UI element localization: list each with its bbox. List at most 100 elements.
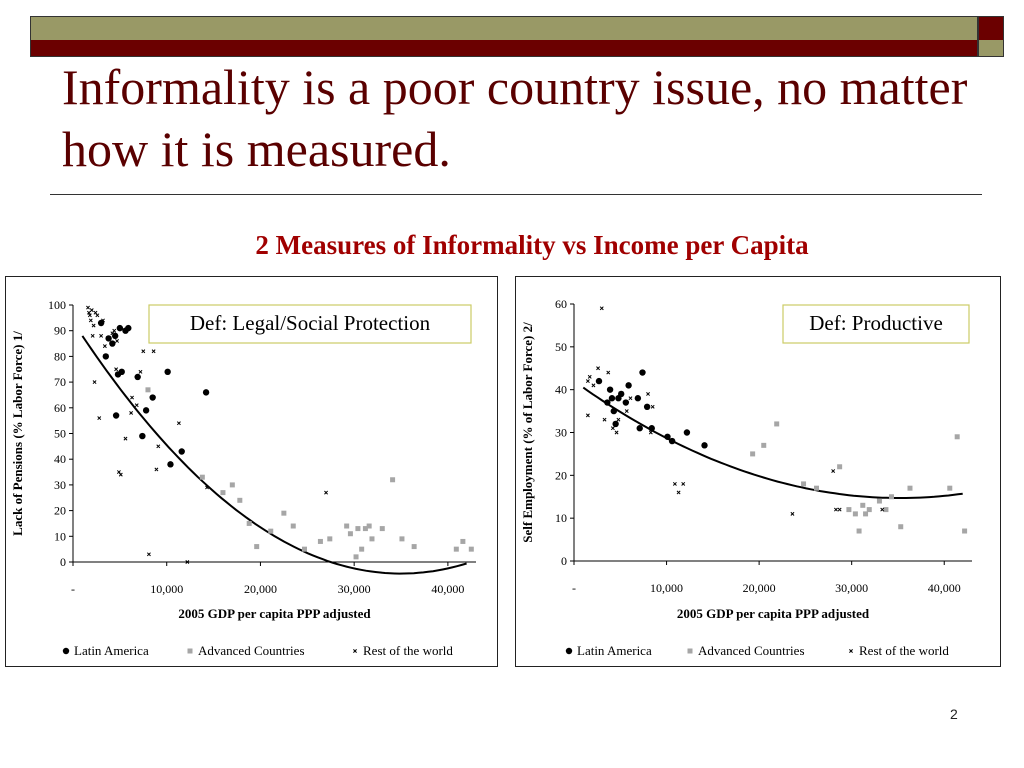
x-marker-stroke: [91, 323, 96, 328]
x-marker-stroke: [610, 426, 615, 431]
y-tick-label: 40: [555, 383, 567, 397]
x-marker-stroke: [837, 507, 842, 512]
x-marker-stroke: [112, 328, 117, 333]
point-latin-america: [625, 382, 632, 389]
x-axis-label: 2005 GDP per capita PPP adjusted: [178, 606, 371, 621]
x-marker-stroke: [138, 369, 143, 374]
y-tick-label: 0: [561, 554, 567, 568]
point-advanced-countries: [947, 485, 953, 491]
y-tick-label: 60: [54, 401, 66, 415]
point-latin-america: [134, 373, 141, 381]
point-advanced-countries: [362, 526, 368, 532]
chart-pensions: 0 10 20 30 40 50 60 70 80 90 100 - 10,000 20,000 30,00…: [10, 298, 476, 658]
point-rest-of-the-world: [87, 313, 92, 318]
point-latin-america: [668, 437, 676, 445]
x-marker-stroke: [90, 333, 95, 338]
x-marker-stroke: [624, 409, 629, 414]
point-rest-of-the-world: [151, 349, 156, 354]
y-tick-label: 50: [555, 340, 567, 354]
definition-box: [148, 304, 472, 344]
point-rest-of-the-world: [114, 367, 119, 372]
legend-marker: [565, 647, 573, 655]
x-marker-stroke: [97, 416, 102, 421]
x-marker-stroke: [831, 469, 836, 474]
point-advanced-countries: [353, 554, 359, 560]
header-square-maroon: [978, 16, 1004, 42]
legend-marker: [849, 649, 853, 653]
x-marker-stroke: [86, 305, 90, 310]
legend-label: Advanced Countries: [198, 643, 305, 658]
point-advanced-countries: [888, 494, 894, 500]
x-marker-stroke: [606, 370, 611, 375]
x-marker-stroke: [585, 413, 590, 418]
point-advanced-countries: [898, 524, 904, 530]
definition-box: [782, 304, 970, 344]
x-marker-stroke: [676, 490, 681, 495]
x-tick-label: 20,000: [743, 581, 776, 595]
x-tick-label: 10,000: [650, 581, 683, 595]
point-rest-of-the-world: [95, 313, 100, 318]
x-marker-stroke: [185, 560, 190, 564]
chart-self-employment: 0 10 20 30 40 50 60 - 10,000 20,000 30,000 40,000 20…: [520, 297, 972, 658]
point-advanced-countries: [145, 387, 151, 393]
x-tick-label: -: [71, 582, 75, 596]
point-rest-of-the-world: [146, 552, 151, 557]
y-tick-label: 10: [54, 529, 66, 543]
x-marker-stroke: [176, 421, 181, 426]
point-latin-america: [610, 407, 617, 415]
point-latin-america: [202, 389, 210, 396]
point-advanced-countries: [907, 485, 913, 491]
x-marker-stroke: [154, 467, 159, 472]
point-rest-of-the-world: [185, 560, 190, 564]
header-square-olive: [978, 40, 1004, 57]
point-latin-america: [116, 324, 124, 332]
point-rest-of-the-world: [591, 383, 596, 388]
point-rest-of-the-world: [831, 469, 836, 474]
x-marker-stroke: [672, 481, 677, 486]
legend-entry: Rest of the world: [353, 643, 453, 658]
x-marker-stroke: [849, 649, 853, 653]
point-rest-of-the-world: [606, 370, 611, 375]
point-rest-of-the-world: [156, 444, 161, 449]
x-marker-stroke: [101, 318, 105, 323]
point-advanced-countries: [954, 434, 960, 440]
point-advanced-countries: [254, 544, 260, 550]
point-rest-of-the-world: [101, 318, 105, 323]
point-rest-of-the-world: [90, 333, 95, 338]
y-tick-label: 90: [54, 324, 66, 338]
point-advanced-countries: [866, 507, 872, 513]
point-rest-of-the-world: [585, 413, 590, 418]
y-axis-label: Lack of Pensions (% Labor Force) 1/: [10, 331, 25, 536]
point-latin-america: [615, 395, 622, 402]
point-latin-america: [612, 420, 619, 428]
point-advanced-countries: [390, 477, 396, 483]
point-latin-america: [105, 335, 112, 342]
point-advanced-countries: [846, 507, 852, 513]
point-rest-of-the-world: [602, 417, 607, 422]
point-advanced-countries: [246, 520, 252, 526]
x-marker-stroke: [129, 410, 134, 415]
point-latin-america: [683, 429, 691, 436]
point-rest-of-the-world: [89, 308, 94, 313]
x-marker-stroke: [596, 366, 601, 371]
point-advanced-countries: [220, 490, 226, 496]
x-marker-stroke: [591, 383, 596, 388]
point-rest-of-the-world: [681, 481, 686, 486]
point-rest-of-the-world: [138, 369, 143, 374]
point-rest-of-the-world: [99, 333, 104, 338]
point-latin-america: [164, 368, 171, 376]
point-rest-of-the-world: [596, 366, 601, 371]
point-latin-america: [604, 399, 611, 406]
point-advanced-countries: [366, 523, 372, 529]
point-rest-of-the-world: [97, 416, 102, 421]
x-marker-stroke: [130, 395, 134, 400]
x-marker-stroke: [123, 436, 128, 441]
point-rest-of-the-world: [141, 349, 146, 354]
point-advanced-countries: [290, 523, 296, 529]
point-advanced-countries: [344, 523, 350, 529]
point-rest-of-the-world: [628, 396, 633, 401]
point-rest-of-the-world: [648, 430, 653, 435]
point-rest-of-the-world: [624, 409, 629, 414]
point-rest-of-the-world: [650, 404, 655, 409]
legend-label: Rest of the world: [859, 643, 949, 658]
